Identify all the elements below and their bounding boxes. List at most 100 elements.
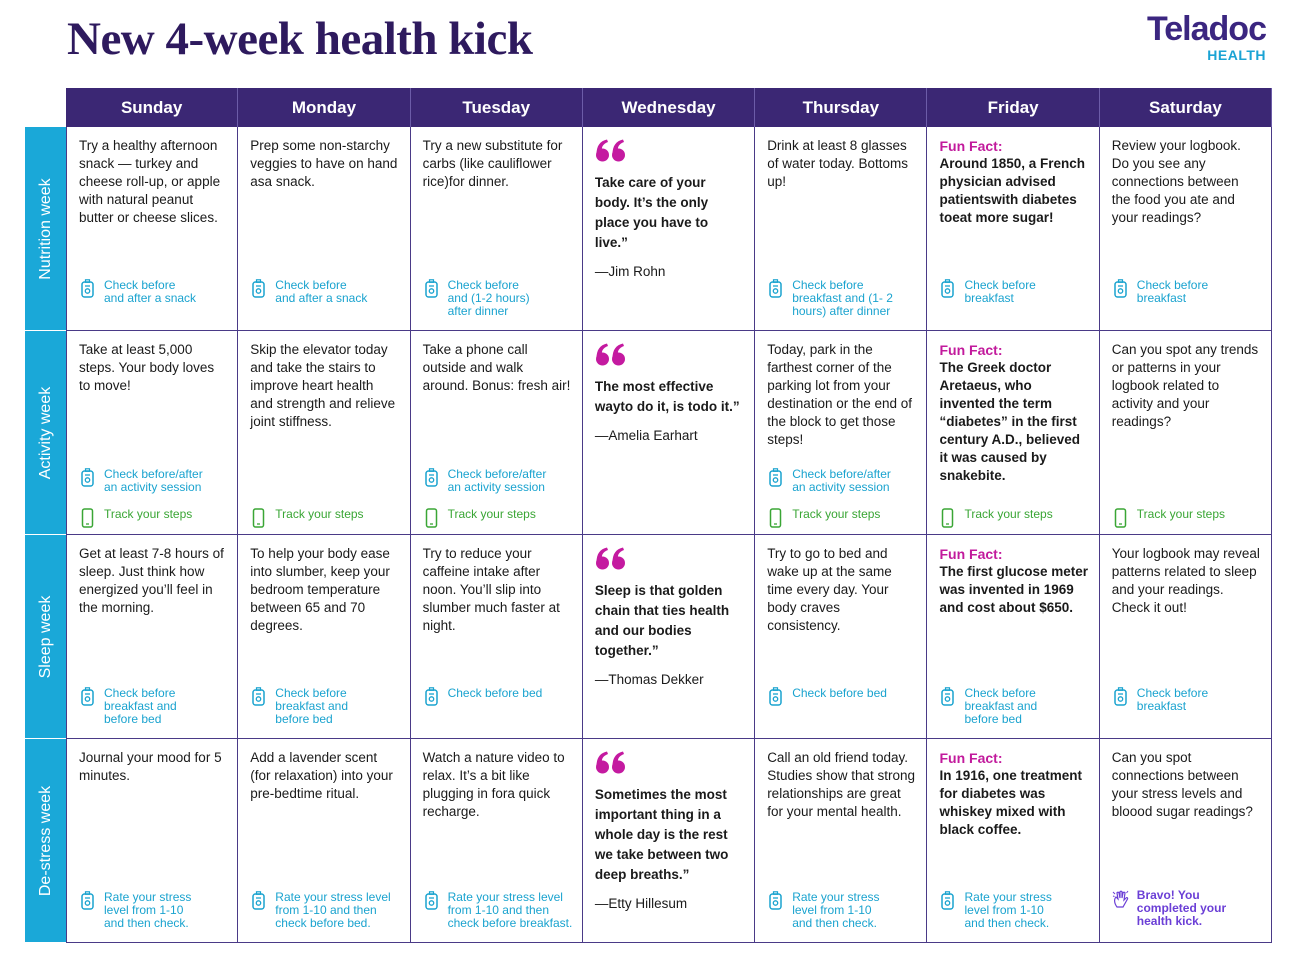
day-cell: Take care of your body. It’s the only pl…	[582, 127, 756, 331]
steps-icon	[942, 508, 954, 528]
tip-text: Try to go to bed and wake up at the same…	[767, 546, 892, 633]
check-icon	[81, 891, 94, 910]
day-cell: Take at least 5,000 steps. Your body lov…	[66, 331, 239, 535]
check-note: Check before breakfast	[939, 278, 1036, 305]
steps-note: Track your steps	[1112, 508, 1225, 528]
title: New 4-week health kick	[67, 13, 533, 65]
quote-mark	[595, 547, 625, 570]
steps-icon	[81, 508, 94, 528]
check-icon	[941, 891, 955, 910]
check-icon	[81, 279, 94, 298]
day-cell: Try to go to bed and wake up at the same…	[755, 535, 928, 739]
day-header: Saturday	[1099, 88, 1273, 127]
check-icon	[252, 891, 266, 910]
week-name: Activity week	[36, 386, 54, 479]
steps-text: Track your steps	[447, 507, 536, 521]
week-label: De-stress week	[25, 739, 66, 943]
check-icon	[81, 687, 94, 706]
steps-text: Track your steps	[964, 507, 1053, 521]
day-cell: Call an old friend today. Studies show t…	[755, 739, 928, 943]
check-text: Check before breakfast and before bed	[104, 686, 177, 726]
tip-text: Watch a nature video to relax. It’s a bi…	[422, 750, 565, 819]
check-text: Check before and (1-2 hours) after dinne…	[447, 278, 530, 318]
tip-text: Take at least 5,000 steps. Your body lov…	[79, 342, 215, 393]
check-text: Check before/after an activity session	[792, 467, 891, 494]
check-note: Rate your stress level from 1-10 and the…	[767, 890, 880, 930]
check-note: Check before breakfast and before bed	[939, 687, 1037, 726]
check-text: Check before breakfast	[964, 278, 1036, 305]
check-text: Check before/after an activity session	[447, 467, 547, 494]
week-name: Sleep week	[36, 595, 54, 678]
steps-text: Track your steps	[275, 507, 364, 521]
check-text: Rate your stress level from 1-10 and the…	[964, 890, 1052, 930]
tip-text: To help your body ease into slumber, kee…	[250, 546, 390, 633]
steps-text: Track your steps	[104, 507, 193, 521]
check-text: Check before breakfast and before bed	[964, 686, 1038, 726]
day-header: Tuesday	[410, 88, 583, 127]
day-cell: Try a new substitute for carbs (like cau…	[410, 127, 583, 331]
check-note: Check before breakfast	[1112, 279, 1208, 305]
quote-mark	[595, 343, 625, 366]
fun-fact: The first glucose meter was invented in …	[939, 564, 1089, 615]
quote: The most effective wayto do it, is todo …	[594, 379, 740, 414]
week-label: Nutrition week	[25, 127, 66, 331]
week-label: Sleep week	[25, 535, 66, 739]
check-note: Rate your stress level from 1-10 and the…	[423, 890, 573, 930]
bravo-note: Bravo! You completed your health kick.	[1112, 889, 1226, 928]
quote-author: —Amelia Earhart	[594, 428, 698, 443]
day-cell: Sleep is that golden chain that ties hea…	[582, 535, 756, 739]
steps-icon	[1114, 508, 1127, 528]
quote: Sleep is that golden chain that ties hea…	[594, 583, 730, 658]
day-cell: Can you spot connections between your st…	[1099, 739, 1273, 943]
steps-text: Track your steps	[1136, 507, 1226, 521]
steps-text: Track your steps	[792, 507, 881, 521]
day-cell: Today, park in the farthest corner of th…	[755, 331, 928, 535]
check-text: Check before breakfast and before bed	[275, 686, 349, 726]
day-cell: Skip the elevator today and take the sta…	[238, 331, 411, 535]
check-icon	[769, 891, 782, 910]
day-cell: Fun Fact: In 1916, one treatment for diab…	[927, 739, 1100, 943]
check-icon	[941, 687, 955, 706]
check-note: Check before breakfast and before bed	[250, 687, 348, 726]
day-cell: Can you spot any trends or patterns in y…	[1099, 331, 1273, 535]
check-note: Check before/after an activity session	[767, 468, 891, 494]
day-header: Sunday	[66, 88, 239, 127]
check-note: Check before and after a snack	[250, 279, 367, 305]
check-note: Check before and (1-2 hours) after dinne…	[423, 279, 530, 318]
steps-icon	[253, 508, 265, 528]
steps-icon	[769, 508, 782, 528]
calendar: Sunday Monday Tuesday Wednesday Thursday Frid…	[25, 88, 1273, 943]
steps-note: Track your steps	[767, 508, 880, 528]
fun-fact: The Greek doctor Aretaeus, who invented …	[939, 360, 1081, 483]
fun-fact-label: Fun Fact:	[939, 750, 1003, 766]
quote-author: —Thomas Dekker	[594, 672, 704, 687]
day-header: Monday	[238, 88, 411, 127]
tip-text: Try a healthy afternoon snack — turkey a…	[79, 138, 221, 225]
check-text: Check before bed	[447, 686, 543, 700]
quote-author: —Jim Rohn	[594, 264, 666, 279]
check-text: Rate your stress level from 1-10 and the…	[447, 890, 573, 930]
day-cell: Fun Fact: Around 1850, a French physician…	[927, 127, 1100, 331]
check-note: Rate your stress level from 1-10 and the…	[79, 891, 191, 930]
day-cell: Get at least 7-8 hours of sleep. Just th…	[66, 535, 239, 739]
check-icon	[252, 687, 266, 706]
corner	[25, 88, 66, 127]
steps-note: Track your steps	[79, 508, 192, 528]
check-text: Rate your stress level from 1-10 and the…	[104, 890, 192, 930]
check-icon	[769, 687, 782, 706]
check-note: Check before bed	[767, 687, 887, 707]
logo-sub: HEALTH	[1207, 47, 1266, 63]
check-note: Check before and after a snack	[79, 279, 196, 305]
check-icon	[1114, 687, 1127, 706]
day-cell: Take a phone call outside and walk aroun…	[410, 331, 583, 535]
check-icon	[424, 891, 438, 910]
day-header: Thursday	[755, 88, 928, 127]
day-cell: Add a lavender scent (for relaxation) in…	[238, 739, 411, 943]
check-text: Rate your stress level from 1-10 and the…	[275, 890, 391, 930]
day-cell: Journal your mood for 5 minutes. Rate you…	[66, 739, 239, 943]
tip-text: Today, park in the farthest corner of th…	[767, 342, 913, 447]
check-text: Rate your stress level from 1-10 and the…	[792, 890, 880, 930]
week-name: Nutrition week	[36, 177, 54, 280]
check-text: Check before bed	[792, 686, 887, 700]
